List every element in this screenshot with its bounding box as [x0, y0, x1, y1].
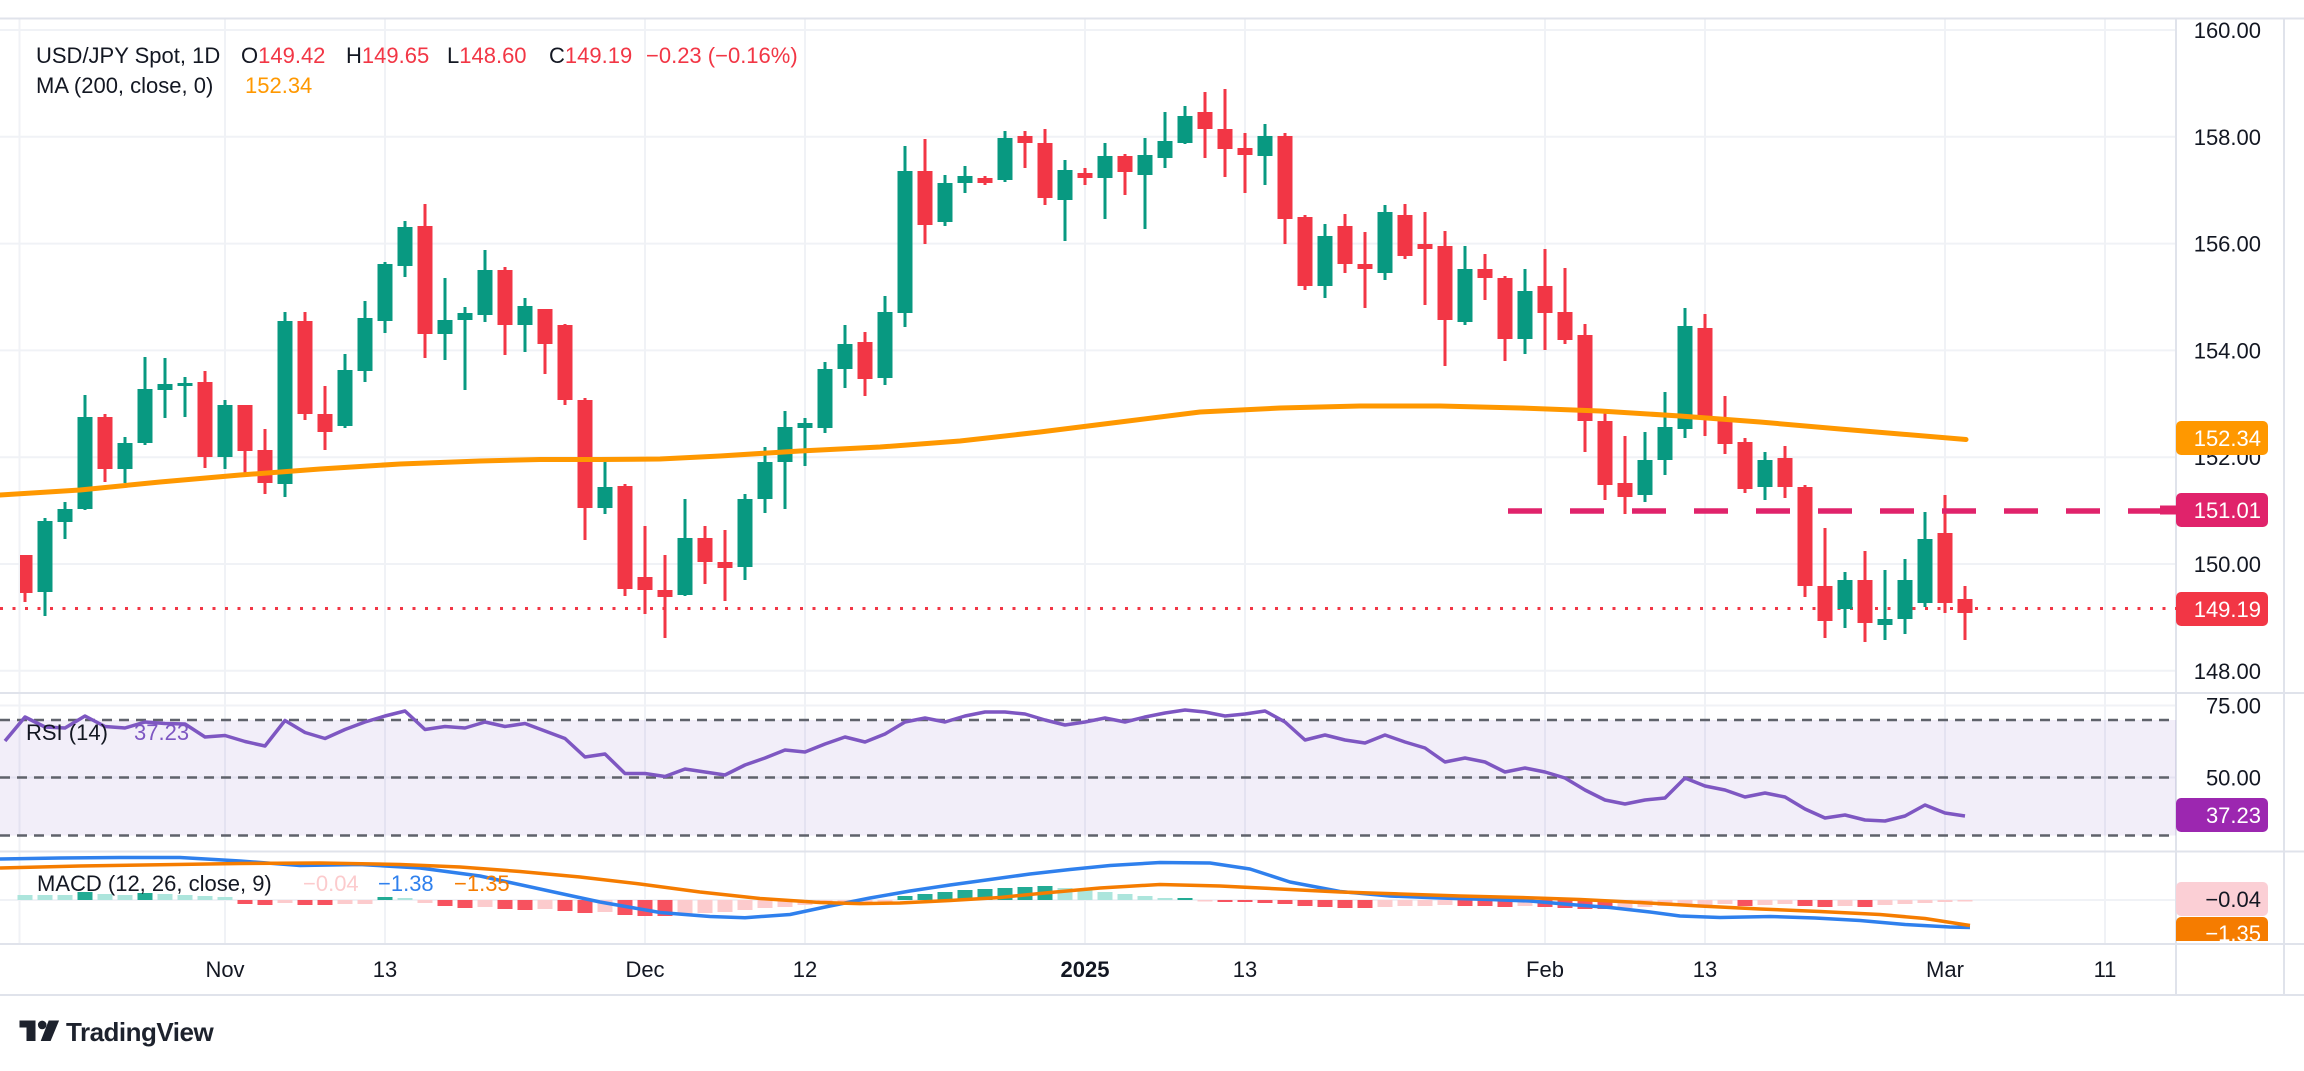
svg-text:Nov: Nov — [205, 957, 244, 982]
svg-text:C149.19: C149.19 — [549, 43, 632, 68]
svg-text:148.00: 148.00 — [2194, 659, 2261, 684]
svg-text:75.00: 75.00 — [2206, 694, 2261, 719]
svg-text:13: 13 — [1693, 957, 1717, 982]
svg-text:−0.23 (−0.16%): −0.23 (−0.16%) — [646, 43, 798, 68]
svg-text:151.01: 151.01 — [2194, 498, 2261, 523]
svg-text:MACD (12, 26, close, 9): MACD (12, 26, close, 9) — [37, 871, 272, 896]
svg-text:37.23: 37.23 — [134, 720, 189, 745]
svg-text:L148.60: L148.60 — [447, 43, 527, 68]
svg-text:150.00: 150.00 — [2194, 552, 2261, 577]
svg-text:H149.65: H149.65 — [346, 43, 429, 68]
svg-text:149.19: 149.19 — [2194, 597, 2261, 622]
svg-text:O149.42: O149.42 — [241, 43, 325, 68]
svg-text:11: 11 — [2094, 957, 2117, 982]
svg-text:TradingView: TradingView — [66, 1017, 214, 1047]
svg-text:12: 12 — [793, 957, 817, 982]
svg-text:2025: 2025 — [1061, 957, 1110, 982]
svg-text:−0.04: −0.04 — [303, 871, 359, 896]
svg-text:158.00: 158.00 — [2194, 125, 2261, 150]
svg-text:154.00: 154.00 — [2194, 338, 2261, 363]
svg-text:160.00: 160.00 — [2194, 18, 2261, 43]
svg-text:50.00: 50.00 — [2206, 766, 2261, 791]
svg-text:−1.35: −1.35 — [2205, 921, 2261, 946]
svg-text:−0.04: −0.04 — [2205, 887, 2261, 912]
svg-text:152.34: 152.34 — [245, 73, 312, 98]
svg-text:Dec: Dec — [625, 957, 664, 982]
svg-text:−1.35: −1.35 — [454, 871, 510, 896]
svg-text:Mar: Mar — [1926, 957, 1964, 982]
svg-text:MA (200, close, 0): MA (200, close, 0) — [36, 73, 213, 98]
svg-text:USD/JPY Spot, 1D: USD/JPY Spot, 1D — [36, 43, 220, 68]
svg-text:152.34: 152.34 — [2194, 426, 2261, 451]
svg-text:13: 13 — [1233, 957, 1257, 982]
svg-text:37.23: 37.23 — [2206, 803, 2261, 828]
svg-text:RSI (14): RSI (14) — [26, 720, 108, 745]
svg-text:−1.38: −1.38 — [378, 871, 434, 896]
svg-text:156.00: 156.00 — [2194, 232, 2261, 257]
svg-text:Feb: Feb — [1526, 957, 1564, 982]
svg-text:13: 13 — [373, 957, 397, 982]
